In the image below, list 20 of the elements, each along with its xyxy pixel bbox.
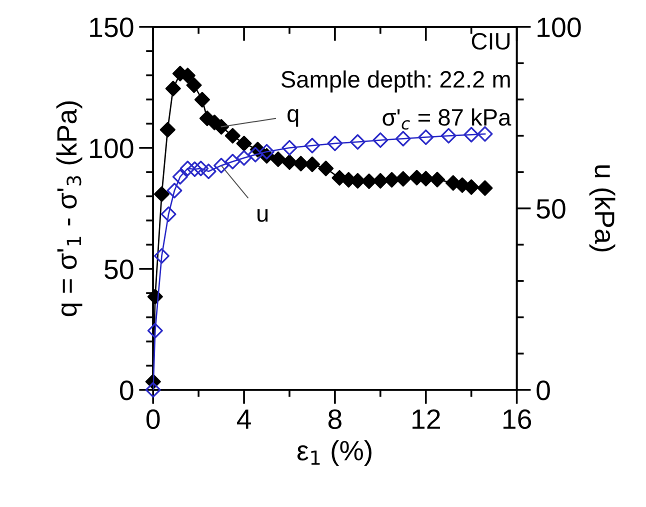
y2-tick-label: 0	[536, 380, 550, 400]
annotation: σ'$_{c}$ = 87 kPa	[382, 108, 512, 130]
y2-tick-label: 50	[536, 199, 566, 219]
x-tick-label: 0	[146, 409, 160, 430]
annotation: u	[258, 209, 268, 222]
y-tick-label: 100	[90, 138, 134, 158]
y-axis-title: q = σ'$_{1}$ - σ'$_{3}$ (kPa)	[56, 101, 82, 316]
x-tick-label: 8	[328, 409, 342, 430]
y2-axis-title: u (kPa)	[589, 165, 616, 252]
y2-tick-label: 100	[538, 18, 581, 38]
y-tick-label: 150	[90, 18, 134, 38]
annotation: Sample depth: 22.2 m	[281, 70, 510, 92]
x-tick-label: 4	[236, 410, 251, 429]
y-tick-label: 50	[104, 260, 134, 280]
x-tick-label: 16	[503, 409, 532, 430]
annotation: CIU	[472, 32, 510, 50]
x-tick-label: 12	[412, 409, 440, 429]
x-axis-title: ε$_{1}$ (%)	[297, 440, 372, 466]
annotation: q	[288, 109, 298, 127]
y-tick-label: 0	[120, 380, 134, 400]
